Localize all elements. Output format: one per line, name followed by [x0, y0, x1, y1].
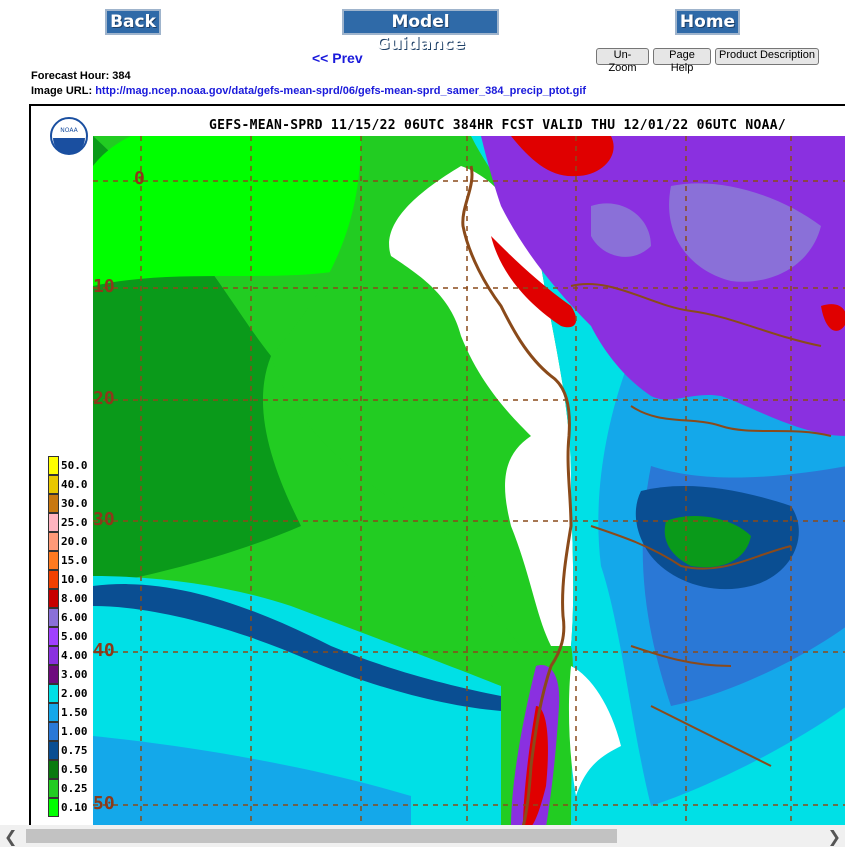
legend-entry: 20.0 [48, 532, 108, 551]
legend-entry: 1.50 [48, 703, 108, 722]
scroll-right-icon[interactable]: ❯ [827, 829, 841, 846]
legend-entry: 50.0 [48, 456, 108, 475]
legend-label: 10.0 [60, 573, 89, 586]
model-guidance-button[interactable]: Model Guidance [342, 9, 499, 54]
light-blue-band [93, 736, 411, 825]
unzoom-button[interactable]: Un-Zoom [596, 48, 649, 74]
legend-entry: 15.0 [48, 551, 108, 570]
legend-swatch [48, 456, 59, 475]
forecast-hour-text: Forecast Hour: 384 [31, 70, 131, 82]
legend-label: 30.0 [60, 497, 89, 510]
lat-label-30: 30 [93, 509, 115, 530]
legend-swatch [48, 760, 59, 779]
legend-label: 6.00 [60, 611, 89, 624]
country-borders [570, 283, 832, 767]
image-url-link[interactable]: http://mag.ncep.noaa.gov/data/gefs-mean-… [95, 85, 587, 97]
forecast-map: GEFS-MEAN-SPRD 11/15/22 06UTC 384HR FCST… [29, 104, 845, 825]
legend-swatch [48, 475, 59, 494]
lat-label-50: 50 [93, 793, 115, 814]
legend-label: 4.00 [60, 649, 89, 662]
legend-entry: 3.00 [48, 665, 108, 684]
lat-label-20: 20 [93, 388, 115, 409]
svg-text:NOAA: NOAA [60, 127, 78, 134]
legend-label: 5.00 [60, 630, 89, 643]
lavender-patches [591, 183, 821, 282]
legend-entry: 40.0 [48, 475, 108, 494]
legend-entry: 0.25 [48, 779, 108, 798]
prev-link[interactable]: << Prev [312, 50, 363, 66]
product-description-button[interactable]: Product Description [715, 48, 819, 65]
legend-swatch [48, 798, 59, 817]
legend-entry: 1.00 [48, 722, 108, 741]
legend-entry: 0.75 [48, 741, 108, 760]
noaa-logo-icon: NOAA [50, 117, 88, 155]
legend-entry: 10.0 [48, 570, 108, 589]
lat-label-0: 0 [134, 168, 145, 189]
image-url-label: Image URL: [31, 85, 96, 97]
image-url-line: Image URL: http://mag.ncep.noaa.gov/data… [31, 85, 586, 97]
legend-swatch [48, 741, 59, 760]
horizontal-scrollbar[interactable]: ❮ ❯ [0, 825, 845, 847]
legend-swatch [48, 722, 59, 741]
dark-blue-streak [93, 584, 501, 711]
legend-label: 50.0 [60, 459, 89, 472]
scroll-thumb[interactable] [26, 829, 617, 843]
legend-entry: 0.10 [48, 798, 108, 817]
legend-label: 8.00 [60, 592, 89, 605]
legend-entry: 8.00 [48, 589, 108, 608]
legend-label: 40.0 [60, 478, 89, 491]
legend-swatch [48, 570, 59, 589]
legend-swatch [48, 646, 59, 665]
legend-swatch [48, 684, 59, 703]
legend-swatch [48, 589, 59, 608]
legend-label: 2.00 [60, 687, 89, 700]
scroll-left-icon[interactable]: ❮ [4, 829, 18, 846]
map-header: GEFS-MEAN-SPRD 11/15/22 06UTC 384HR FCST… [209, 118, 786, 133]
legend-label: 1.50 [60, 706, 89, 719]
legend-entry: 0.50 [48, 760, 108, 779]
precip-spread-map [31, 106, 845, 825]
legend-label: 15.0 [60, 554, 89, 567]
legend-swatch [48, 608, 59, 627]
legend-label: 0.75 [60, 744, 89, 757]
home-button[interactable]: Home [675, 9, 740, 35]
legend-label: 0.50 [60, 763, 89, 776]
legend-label: 20.0 [60, 535, 89, 548]
lat-label-40: 40 [93, 640, 115, 661]
legend-entry: 5.00 [48, 627, 108, 646]
legend-swatch [48, 627, 59, 646]
green-coastal-band [271, 136, 551, 646]
back-button[interactable]: Back [105, 9, 161, 35]
legend-label: 0.25 [60, 782, 89, 795]
legend-entry: 4.00 [48, 646, 108, 665]
legend-entry: 2.00 [48, 684, 108, 703]
legend-label: 1.00 [60, 725, 89, 738]
west-coastline [461, 165, 573, 825]
lat-label-10: 10 [93, 276, 115, 297]
legend-swatch [48, 551, 59, 570]
legend-swatch [48, 703, 59, 722]
legend-swatch [48, 494, 59, 513]
legend-swatch [48, 532, 59, 551]
legend-swatch [48, 779, 59, 798]
legend-label: 25.0 [60, 516, 89, 529]
legend-swatch [48, 665, 59, 684]
patagonia-dry-zone [568, 666, 621, 796]
page-help-button[interactable]: Page Help [653, 48, 711, 74]
legend-entry: 25.0 [48, 513, 108, 532]
legend-label: 3.00 [60, 668, 89, 681]
legend-label: 0.10 [60, 801, 89, 814]
legend-entry: 6.00 [48, 608, 108, 627]
legend-swatch [48, 513, 59, 532]
legend-entry: 30.0 [48, 494, 108, 513]
